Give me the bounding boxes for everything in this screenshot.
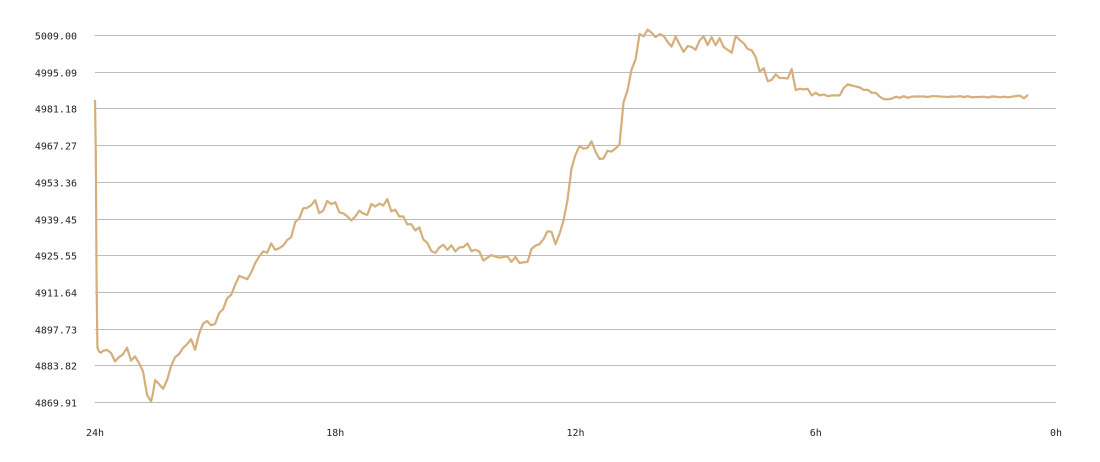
y-tick-label: 5009.00 [35,32,77,43]
y-tick-label: 4911.64 [35,289,77,300]
y-tick-label: 4995.09 [35,69,77,80]
y-tick-label: 4981.18 [35,105,77,116]
x-tick-label: 12h [566,428,584,439]
y-tick-label: 4883.82 [35,362,77,373]
x-tick-label: 18h [326,428,344,439]
x-axis-tick-labels: 24h 18h 12h 6h 0h [86,428,1062,439]
y-tick-label: 4925.55 [35,252,77,263]
x-tick-label: 24h [86,428,104,439]
y-tick-label: 4967.27 [35,142,77,153]
gridlines [95,35,1056,403]
x-tick-label: 0h [1050,428,1062,439]
y-tick-label: 4897.73 [35,326,77,337]
price-series-line [93,28,1029,403]
x-tick-label: 6h [810,428,822,439]
y-axis-tick-labels: 5009.00 4995.09 4981.18 4967.27 4953.36 4939.… [35,32,77,410]
y-tick-label: 4939.45 [35,216,77,227]
y-tick-label: 4869.91 [35,399,77,410]
y-tick-label: 4953.36 [35,179,77,190]
series-layer [93,28,1029,403]
